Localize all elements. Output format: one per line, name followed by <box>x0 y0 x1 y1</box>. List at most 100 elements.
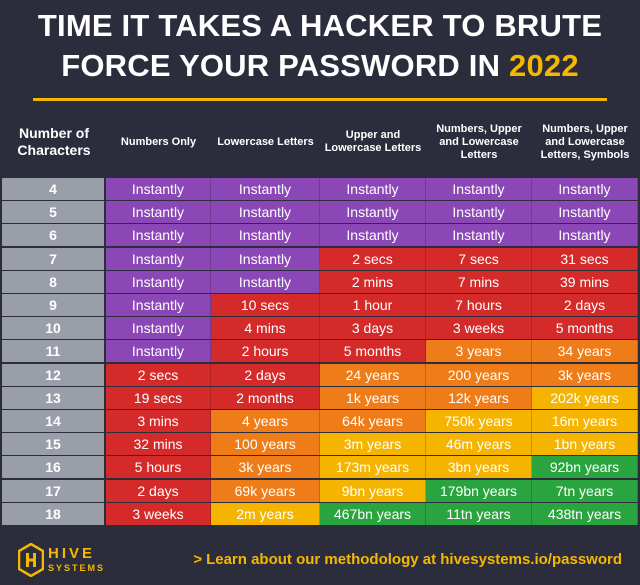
crack-time-cell: Instantly <box>106 201 211 224</box>
crack-time-cell: Instantly <box>211 201 320 224</box>
logo-text-systems: SYSTEMS <box>48 563 106 573</box>
methodology-link-text: Learn about our methodology at hivesyste… <box>206 551 622 568</box>
crack-time-cell: 7 hours <box>426 294 532 316</box>
crack-time-cell: 7 mins <box>426 270 532 293</box>
table-row: 6 Instantly Instantly Instantly Instantly Ins… <box>2 224 638 247</box>
crack-time-cell: 2 days <box>211 363 320 386</box>
crack-time-cell: 3m years <box>320 433 426 456</box>
crack-time-cell: Instantly <box>320 201 426 224</box>
crack-time-cell: Instantly <box>106 340 211 363</box>
crack-time-cell: 1bn years <box>532 433 638 456</box>
character-count: 4 <box>2 178 106 200</box>
crack-time-cell: 2m years <box>211 502 320 525</box>
table-row: 15 32 mins 100 years 3m years 46m years 1bn y… <box>2 433 638 456</box>
crack-time-cell: 7tn years <box>532 479 638 502</box>
crack-time-cell: 4 years <box>211 410 320 432</box>
crack-time-cell: Instantly <box>426 201 532 224</box>
crack-time-cell: 5 hours <box>106 456 211 479</box>
crack-time-cell: 4 mins <box>211 317 320 340</box>
crack-time-cell: Instantly <box>106 317 211 340</box>
crack-time-cell: Instantly <box>106 178 211 200</box>
table-row: 18 3 weeks 2m years 467bn years 11tn years 43… <box>2 502 638 526</box>
crack-time-cell: Instantly <box>426 224 532 247</box>
crack-time-cell: 2 hours <box>211 340 320 363</box>
crack-time-cell: 467bn years <box>320 502 426 525</box>
character-count: 18 <box>2 502 106 525</box>
title-year: 2022 <box>509 48 579 83</box>
password-table: 4 Instantly Instantly Instantly Instantly Ins… <box>2 178 638 526</box>
header-numbers-upper-lower: Numbers, Upper and Lowercase Letters <box>436 122 522 161</box>
table-row: 10 Instantly 4 mins 3 days 3 weeks 5 months <box>2 317 638 340</box>
table-row: 8 Instantly Instantly 2 mins 7 mins 39 mins <box>2 270 638 294</box>
crack-time-cell: 100 years <box>211 433 320 456</box>
crack-time-cell: 46m years <box>426 433 532 456</box>
table-row: 11 Instantly 2 hours 5 months 3 years 34 year… <box>2 340 638 363</box>
character-count: 15 <box>2 433 106 456</box>
crack-time-cell: 1k years <box>320 386 426 409</box>
crack-time-cell: 179bn years <box>426 479 532 502</box>
character-count: 16 <box>2 456 106 479</box>
page-title: TIME IT TAKES A HACKER TO BRUTE FORCE YO… <box>0 6 640 86</box>
table-header: Number of Characters Numbers Only Lowercas… <box>0 112 640 172</box>
crack-time-cell: 2 days <box>532 294 638 316</box>
hive-systems-logo: HIVE SYSTEMS <box>18 543 118 577</box>
crack-time-cell: Instantly <box>106 224 211 247</box>
crack-time-cell: Instantly <box>211 270 320 293</box>
crack-time-cell: Instantly <box>211 224 320 247</box>
crack-time-cell: Instantly <box>106 247 211 270</box>
crack-time-cell: 12k years <box>426 386 532 409</box>
crack-time-cell: 2 months <box>211 386 320 409</box>
hexagon-logo-icon <box>18 543 44 577</box>
header-all-symbols: Numbers, Upper and Lowercase Letters, Sy… <box>540 122 630 161</box>
crack-time-cell: 2 secs <box>106 363 211 386</box>
footer: HIVE SYSTEMS > Learn about our methodolog… <box>0 535 640 585</box>
crack-time-cell: 10 secs <box>211 294 320 316</box>
table-row: 17 2 days 69k years 9bn years 179bn years 7tn… <box>2 479 638 503</box>
crack-time-cell: 19 secs <box>106 386 211 409</box>
header-characters: Number of Characters <box>17 125 91 158</box>
crack-time-cell: 750k years <box>426 410 532 432</box>
character-count: 8 <box>2 270 106 293</box>
header-upper-lower: Upper and Lowercase Letters <box>324 129 422 154</box>
title-divider <box>33 98 607 101</box>
character-count: 5 <box>2 201 106 224</box>
table-row: 12 2 secs 2 days 24 years 200 years 3k years <box>2 363 638 387</box>
crack-time-cell: Instantly <box>426 178 532 200</box>
character-count: 12 <box>2 363 106 386</box>
header-lowercase: Lowercase Letters <box>217 135 314 148</box>
crack-time-cell: 438tn years <box>532 502 638 525</box>
crack-time-cell: 3k years <box>532 363 638 386</box>
character-count: 13 <box>2 386 106 409</box>
crack-time-cell: 200 years <box>426 363 532 386</box>
crack-time-cell: 9bn years <box>320 479 426 502</box>
crack-time-cell: 16m years <box>532 410 638 432</box>
logo-text-hive: HIVE <box>48 545 96 562</box>
crack-time-cell: 2 days <box>106 479 211 502</box>
crack-time-cell: 202k years <box>532 386 638 409</box>
header-numbers-only: Numbers Only <box>120 135 197 148</box>
crack-time-cell: 24 years <box>320 363 426 386</box>
crack-time-cell: 11tn years <box>426 502 532 525</box>
crack-time-cell: 64k years <box>320 410 426 432</box>
character-count: 9 <box>2 294 106 316</box>
table-row: 4 Instantly Instantly Instantly Instantly Ins… <box>2 178 638 201</box>
crack-time-cell: 2 mins <box>320 270 426 293</box>
crack-time-cell: Instantly <box>532 224 638 247</box>
character-count: 10 <box>2 317 106 340</box>
crack-time-cell: Instantly <box>320 178 426 200</box>
character-count: 17 <box>2 479 106 502</box>
crack-time-cell: Instantly <box>106 294 211 316</box>
crack-time-cell: 3 mins <box>106 410 211 432</box>
crack-time-cell: 69k years <box>211 479 320 502</box>
table-row: 14 3 mins 4 years 64k years 750k years 16m ye… <box>2 410 638 433</box>
table-row: 5 Instantly Instantly Instantly Instantly Ins… <box>2 201 638 224</box>
character-count: 7 <box>2 247 106 270</box>
crack-time-cell: 3 years <box>426 340 532 363</box>
crack-time-cell: Instantly <box>106 270 211 293</box>
chevron-right-icon: > <box>193 551 203 568</box>
crack-time-cell: 5 months <box>320 340 426 363</box>
methodology-link[interactable]: > Learn about our methodology at hivesyst… <box>193 551 622 568</box>
crack-time-cell: 7 secs <box>426 247 532 270</box>
crack-time-cell: 2 secs <box>320 247 426 270</box>
title-line-2-text: FORCE YOUR PASSWORD IN <box>61 48 510 83</box>
